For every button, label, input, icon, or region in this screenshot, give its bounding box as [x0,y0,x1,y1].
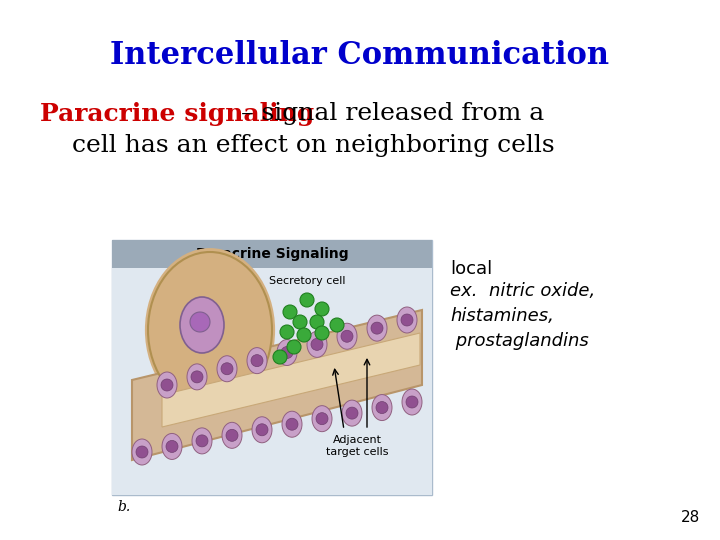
Circle shape [315,326,329,340]
Ellipse shape [157,372,177,398]
Text: Paracrine signaling: Paracrine signaling [40,102,314,126]
Ellipse shape [247,348,267,374]
Ellipse shape [372,395,392,421]
Ellipse shape [312,406,332,431]
Circle shape [300,293,314,307]
Circle shape [315,302,329,316]
Circle shape [376,402,388,414]
Ellipse shape [402,389,422,415]
Ellipse shape [192,428,212,454]
Bar [112,240,432,495]
Ellipse shape [162,434,182,460]
Text: Paracrine Signaling: Paracrine Signaling [196,247,348,261]
Ellipse shape [132,439,152,465]
Ellipse shape [342,400,362,426]
Polygon shape [132,310,422,460]
Ellipse shape [307,332,327,357]
Circle shape [316,413,328,424]
Circle shape [297,328,311,342]
Circle shape [310,315,324,329]
Polygon shape [162,333,420,427]
Text: Adjacent
target cells: Adjacent target cells [325,435,388,457]
Ellipse shape [282,411,302,437]
Circle shape [161,379,173,391]
Circle shape [286,418,298,430]
Text: cell has an effect on neighboring cells: cell has an effect on neighboring cells [72,134,554,157]
Ellipse shape [217,356,237,382]
Bar [112,240,432,268]
Circle shape [280,325,294,339]
Text: ex.  nitric oxide,
histamines,
 prostaglandins: ex. nitric oxide, histamines, prostaglan… [450,282,595,350]
Ellipse shape [187,364,207,390]
Ellipse shape [222,422,242,448]
Circle shape [371,322,383,334]
Circle shape [283,305,297,319]
Circle shape [281,347,293,359]
Bar [112,268,432,495]
Text: Secretory cell: Secretory cell [269,276,346,286]
Circle shape [256,424,268,436]
Circle shape [273,350,287,364]
Text: 28: 28 [680,510,700,525]
Ellipse shape [252,417,272,443]
Text: Intercellular Communication: Intercellular Communication [110,40,610,71]
Circle shape [346,407,358,419]
Circle shape [406,396,418,408]
Circle shape [330,318,344,332]
Text: b.: b. [117,500,130,514]
Circle shape [293,315,307,329]
Circle shape [311,339,323,350]
Circle shape [190,312,210,332]
Circle shape [287,340,301,354]
Circle shape [221,363,233,375]
Circle shape [191,371,203,383]
Ellipse shape [148,252,272,408]
Ellipse shape [367,315,387,341]
Text: – signal released from a: – signal released from a [233,102,544,125]
Circle shape [196,435,208,447]
Ellipse shape [180,297,224,353]
Circle shape [341,330,353,342]
Ellipse shape [145,248,275,412]
Circle shape [166,441,178,453]
Circle shape [251,355,263,367]
Circle shape [136,446,148,458]
Ellipse shape [337,323,357,349]
Circle shape [401,314,413,326]
Text: local: local [450,260,492,278]
Ellipse shape [277,340,297,366]
Ellipse shape [397,307,417,333]
Circle shape [226,429,238,441]
